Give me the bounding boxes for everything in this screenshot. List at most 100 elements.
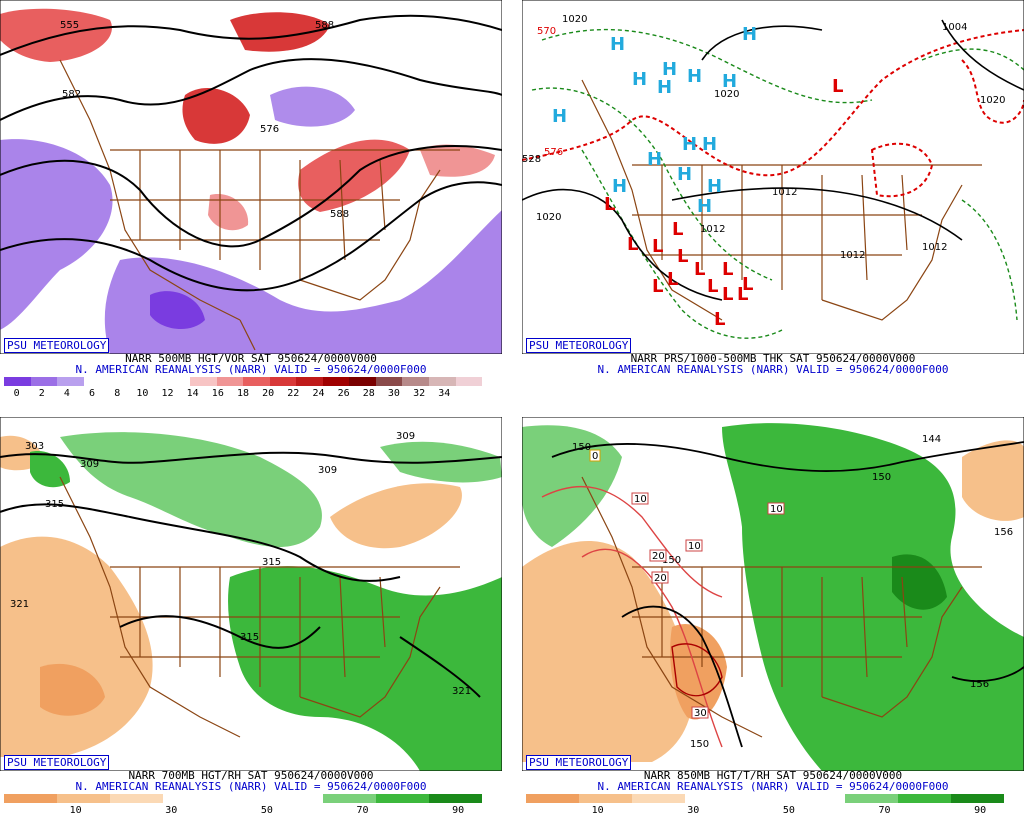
thickness-label: 576 <box>544 147 563 158</box>
low-marker: L <box>667 269 678 290</box>
colorbar-tick-label: 12 <box>161 388 174 399</box>
colorbar-swatch <box>897 794 951 803</box>
contour-label: 150 <box>872 472 891 483</box>
political-borders <box>581 79 982 321</box>
colorbar-tick-label: 24 <box>312 388 325 399</box>
pressure-label: 1020 <box>562 14 587 25</box>
colorbar-swatch <box>216 794 270 803</box>
low-marker: L <box>694 259 705 280</box>
colorbar-swatch <box>455 377 483 386</box>
psu-meteorology-badge: PSU METEOROLOGY <box>4 338 110 353</box>
contour-label: 144 <box>922 434 941 445</box>
colorbar-tick-label: 22 <box>287 388 300 399</box>
low-pressure-markers: L L L L L L L L L L L L L L L <box>604 76 843 330</box>
colorbar-swatch <box>322 794 376 803</box>
contour-label: 150 <box>662 555 681 566</box>
colorbar-swatch <box>110 377 137 386</box>
vorticity-negative-region <box>150 291 205 330</box>
colorbar-swatch <box>375 794 429 803</box>
colorbar-swatch <box>296 377 323 386</box>
height-contours <box>551 441 1024 748</box>
rh-dry-region <box>0 536 153 757</box>
psu-meteorology-badge: PSU METEOROLOGY <box>526 338 632 353</box>
colorbar-swatch <box>4 794 58 803</box>
high-marker: H <box>702 134 717 155</box>
thickness-540-line <box>522 29 1024 198</box>
colorbar-tick-label: 10 <box>591 805 604 816</box>
low-marker: L <box>707 276 718 297</box>
colorbar-tick-label: 30 <box>165 805 178 816</box>
colorbar <box>4 377 483 386</box>
colorbar-swatch <box>950 794 1004 803</box>
colorbar-tick-label: 50 <box>782 805 795 816</box>
rh-dry-region <box>962 440 1024 521</box>
low-marker: L <box>832 76 843 97</box>
pressure-label: 1012 <box>840 250 865 261</box>
contour-label: 588 <box>330 209 349 220</box>
colorbar-swatch <box>243 377 270 386</box>
high-marker: H <box>682 134 697 155</box>
colorbar-swatch <box>110 794 164 803</box>
colorbar-swatch <box>375 377 403 386</box>
thickness-contours <box>531 28 1024 339</box>
high-marker: H <box>612 176 627 197</box>
rh-moist-region <box>892 554 947 610</box>
colorbar-swatch <box>189 377 217 386</box>
colorbar-tick-label: 14 <box>186 388 199 399</box>
colorbar-swatch <box>579 794 633 803</box>
height-contours <box>0 14 502 292</box>
colorbar-tick-label: 30 <box>387 388 400 399</box>
map-500mb: 555 582 576 588 588 <box>0 0 502 354</box>
low-marker: L <box>722 259 733 280</box>
colorbar-tick-label: 90 <box>974 805 987 816</box>
rh-dry-region <box>522 540 693 762</box>
colorbar-swatch <box>83 377 111 386</box>
colorbar-tick-label: 30 <box>687 805 700 816</box>
colorbar-swatch <box>428 794 482 803</box>
map-pressure: 1020 1020 1012 1012 1020 1012 1012 1004 … <box>522 0 1024 354</box>
contour-label: 576 <box>260 124 279 135</box>
high-marker: H <box>687 66 702 87</box>
map-700mb: 303 309 315 309 309 315 315 321 321 <box>0 417 502 771</box>
colorbar-swatch <box>402 377 429 386</box>
contour-label: 309 <box>318 465 337 476</box>
rh-dry-region <box>40 663 105 716</box>
panel-850mb-temp-rh: 150 144 150 156 156 150 150 0 10 10 20 2… <box>522 417 1024 819</box>
colorbar-swatch <box>163 794 217 803</box>
colorbar-swatch <box>269 794 323 803</box>
low-marker: L <box>652 236 663 257</box>
panel-pressure-thickness: 1020 1020 1012 1012 1020 1012 1012 1004 … <box>522 0 1024 402</box>
vorticity-positive-region <box>420 144 495 177</box>
colorbar-swatch <box>163 377 190 386</box>
contour-label: 303 <box>25 441 44 452</box>
colorbar-swatch <box>216 377 244 386</box>
panel-title: NARR PRS/1000-500MB THK SAT 950624/0000V… <box>630 352 916 365</box>
colorbar-tick-label: 70 <box>356 805 369 816</box>
panel-title: NARR 850MB HGT/T/RH SAT 950624/0000V000 <box>643 769 903 782</box>
vorticity-negative-region <box>270 86 355 127</box>
low-marker: L <box>672 219 683 240</box>
map-850mb: 150 144 150 156 156 150 150 0 10 10 20 2… <box>522 417 1024 771</box>
colorbar-swatch <box>269 377 297 386</box>
contour-label: 150 <box>690 739 709 750</box>
colorbar-tick-label: 90 <box>452 805 465 816</box>
psu-meteorology-badge: PSU METEOROLOGY <box>526 755 632 770</box>
contour-label: 156 <box>994 527 1013 538</box>
colorbar-tick-label: 10 <box>136 388 149 399</box>
temp-label: 10 <box>688 541 701 552</box>
panel-subtitle: N. AMERICAN REANALYSIS (NARR) VALID = 95… <box>75 780 427 793</box>
pressure-label: 1012 <box>772 187 797 198</box>
high-marker: H <box>647 149 662 170</box>
contour-label: 321 <box>452 686 471 697</box>
colorbar-tick-label: 10 <box>69 805 82 816</box>
colorbar-tick-label: 20 <box>262 388 275 399</box>
temp-label: 30 <box>694 708 707 719</box>
vorticity-negative-region <box>0 139 113 330</box>
colorbar-tick-label: 18 <box>236 388 250 399</box>
colorbar-swatch <box>57 377 84 386</box>
contour-label: 321 <box>10 599 29 610</box>
panel-700mb-rh: 303 309 315 309 309 315 315 321 321 PSU … <box>0 417 502 819</box>
low-marker: L <box>714 309 725 330</box>
thickness-label: 570 <box>537 26 556 37</box>
colorbar-tick-label: 4 <box>63 388 70 399</box>
